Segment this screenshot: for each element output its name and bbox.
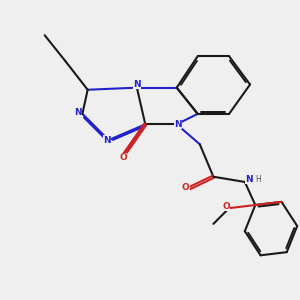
Text: N: N (174, 120, 182, 129)
Text: N: N (245, 175, 253, 184)
Text: N: N (103, 136, 111, 145)
Text: H: H (255, 175, 261, 184)
Text: O: O (182, 183, 190, 192)
Text: O: O (119, 153, 127, 162)
Text: N: N (133, 80, 141, 88)
Text: O: O (222, 202, 230, 211)
Text: N: N (74, 108, 82, 117)
